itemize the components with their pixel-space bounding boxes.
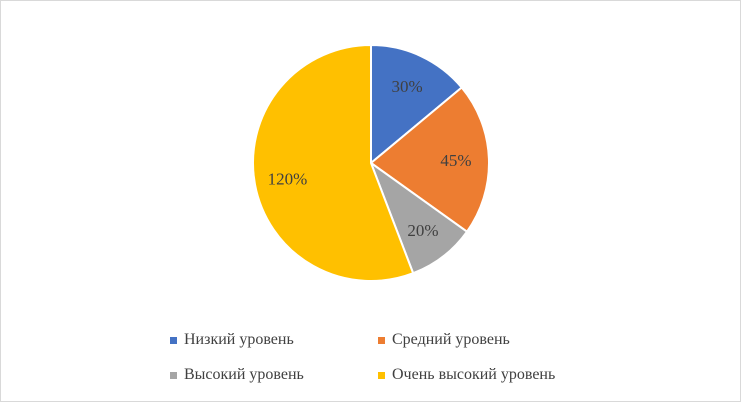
legend-item-medium: Средний уровень — [378, 331, 510, 349]
legend-label-medium: Средний уровень — [392, 331, 510, 348]
legend-label-low: Низкий уровень — [184, 331, 294, 348]
pie-slice-very-high — [252, 43, 415, 282]
data-label-high: 20% — [407, 221, 438, 240]
pie-slice-medium — [369, 86, 490, 234]
data-label-very-high: 120% — [268, 169, 308, 188]
legend-swatch-low — [170, 336, 177, 344]
data-label-low: 30% — [391, 77, 422, 96]
legend-item-very-high: Очень высокий уровень — [378, 366, 555, 384]
legend-item-low: Низкий уровень — [170, 331, 294, 349]
legend-label-high: Высокий уровень — [184, 366, 304, 383]
pie-data-labels: 30% 45% 20% 120% — [268, 77, 472, 240]
legend-swatch-medium — [378, 336, 385, 344]
legend-item-high: Высокий уровень — [170, 366, 304, 384]
legend-swatch-high — [170, 371, 177, 379]
data-label-medium: 45% — [440, 151, 471, 170]
pie-slices — [252, 43, 490, 282]
legend-swatch-very-high — [378, 371, 385, 379]
legend-label-very-high: Очень высокий уровень — [392, 366, 556, 383]
pie-slice-low — [370, 43, 464, 166]
